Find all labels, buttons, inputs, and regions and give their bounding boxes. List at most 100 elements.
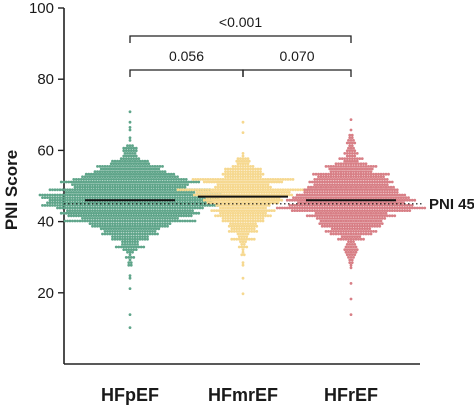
data-point [370,183,374,187]
data-point [388,188,392,192]
data-point [354,250,358,254]
data-point [353,178,357,181]
data-point [408,204,412,207]
data-point [239,185,242,189]
data-point [305,206,309,210]
data-point [133,240,137,244]
data-point [256,188,260,192]
data-point [133,204,137,207]
data-point [129,227,133,231]
data-point [98,209,102,213]
data-point [141,206,144,210]
data-point [329,170,333,174]
data-point [158,196,162,200]
data-point [56,206,59,210]
data-point [128,253,132,257]
data-point [230,237,234,241]
data-point [163,204,167,207]
data-point [126,235,129,239]
data-point [102,178,106,181]
data-point [340,217,344,220]
data-point [151,185,154,189]
data-point [99,191,103,194]
data-point [84,211,88,215]
data-point [77,178,81,181]
data-point [377,185,380,189]
data-point [198,206,202,210]
data-point [347,196,350,200]
data-point [339,237,343,241]
data-point [355,222,359,226]
data-point [229,175,232,179]
data-point [242,237,246,241]
data-point [93,201,97,205]
data-point [87,180,91,184]
data-point [355,217,359,220]
data-point [51,188,54,192]
data-point [58,201,62,205]
data-point [113,183,117,187]
data-point [61,204,64,207]
data-point [128,276,132,280]
data-point [350,133,354,137]
data-point [252,204,256,207]
data-point [241,183,245,187]
data-point [290,193,294,197]
data-point [340,204,344,207]
data-point [323,193,327,197]
data-point [123,204,127,207]
data-point [348,214,352,218]
data-point [378,178,382,181]
data-point [317,175,320,179]
data-point [116,185,119,189]
data-point [364,172,368,176]
data-point [348,206,352,210]
data-point [313,180,317,184]
data-point [118,222,122,226]
data-point [67,191,71,194]
data-point [372,175,375,179]
x-category-label-hfpef: HFpEF [101,385,159,405]
data-point [191,204,194,207]
data-point [350,235,354,239]
data-point [128,274,132,277]
data-point [158,183,162,187]
data-point [303,204,307,207]
data-point [221,178,225,181]
data-point [163,209,167,213]
data-point [141,193,144,197]
data-point [151,183,154,187]
data-point [390,214,394,218]
data-point [146,206,149,210]
data-point [249,172,252,176]
data-point [307,196,310,200]
data-point [355,209,359,213]
data-point [101,204,104,207]
data-point [305,209,309,213]
data-point [181,196,184,200]
data-point [224,206,227,210]
data-point [74,180,78,184]
data-point [201,178,205,181]
data-point [374,172,378,176]
data-point [235,180,239,184]
data-point [249,201,252,205]
data-point [272,209,276,213]
data-point [313,178,317,181]
data-point [237,224,241,228]
data-point [222,198,226,202]
data-point [121,237,124,241]
data-point [118,193,122,197]
data-point [131,152,134,155]
data-point [327,219,330,223]
data-point [348,154,352,158]
data-point [404,196,408,200]
data-point [147,180,151,184]
data-point [193,196,197,200]
data-point [317,185,320,189]
data-point [231,175,235,179]
data-point [364,219,368,223]
data-point [236,183,240,187]
data-point [338,206,342,210]
data-point [343,180,347,184]
